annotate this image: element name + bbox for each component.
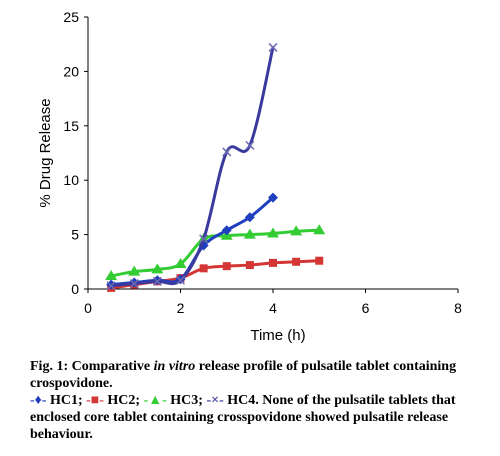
data-point-hc4 [245, 140, 255, 150]
data-point-hc2 [199, 264, 208, 273]
x-tick-label: 4 [269, 300, 277, 316]
y-tick-label: 20 [63, 63, 79, 79]
data-point-hc3 [313, 224, 326, 235]
chart-area: 0 5 10 15 20 25 0 2 4 6 8 Time (h) % Drug Release [37, 9, 462, 344]
data-point-hc2 [292, 257, 301, 266]
figure-caption: Fig. 1: Comparative in vitro release pro… [30, 358, 492, 443]
data-point-hc3 [267, 227, 279, 238]
data-point-hc4 [152, 276, 162, 286]
data-point-hc4 [268, 42, 278, 52]
y-tick-label: 15 [63, 118, 79, 134]
y-tick-label: 10 [63, 172, 79, 188]
legend-hc4-symbol: -×- [206, 393, 224, 408]
x-tick-label: 0 [84, 300, 92, 316]
figure-legend: -♦- HC1; -■- HC2; -▲- HC3; -×- HC4. None… [30, 392, 492, 443]
x-axis-title: Time (h) [250, 327, 305, 344]
data-point-hc1 [221, 225, 232, 236]
data-point-hc4 [175, 275, 186, 285]
data-point-hc2 [245, 261, 254, 270]
y-tick-label: 25 [63, 9, 79, 25]
data-point-hc2 [315, 256, 324, 265]
y-axis-title: % Drug Release [37, 98, 54, 207]
data-point-hc4 [222, 147, 232, 157]
caption-note: None of the pulsatile tablets that enclo… [30, 393, 456, 442]
legend-hc3-label: HC3; [166, 393, 207, 408]
legend-hc4-label: HC4. [223, 393, 259, 408]
data-point-hc3 [290, 225, 303, 236]
y-tick-label: 0 [71, 281, 79, 297]
figure-title-prefix: Fig. 1: Comparative [30, 359, 154, 374]
y-tick-label: 5 [71, 227, 79, 243]
figure-title-italic: in vitro [153, 359, 196, 374]
legend-hc1-symbol: -♦- [30, 393, 47, 408]
data-point-hc3 [151, 263, 164, 274]
data-point-hc3 [174, 257, 187, 268]
data-point-hc4 [199, 234, 209, 244]
x-tick-label: 6 [362, 300, 370, 316]
legend-hc2-label: HC2; [103, 393, 144, 408]
data-point-hc4 [129, 279, 139, 289]
data-point-hc3 [128, 265, 141, 276]
data-point-hc1 [244, 212, 255, 223]
x-tick-label: 8 [454, 300, 462, 316]
data-point-hc1 [268, 192, 278, 203]
figure-title: Fig. 1: Comparative in vitro release pro… [30, 358, 492, 392]
legend-hc1-label: HC1; [46, 393, 87, 408]
release-profile-chart: 0 5 10 15 20 25 0 2 4 6 8 Time (h) % Drug Release [37, 9, 462, 344]
data-point-hc4 [106, 281, 116, 291]
legend-hc3-symbol: -▲- [143, 393, 167, 408]
data-point-hc2 [222, 262, 231, 271]
data-point-hc3 [243, 228, 256, 239]
figure-title-rest: release profile of pulsatile tablet cont… [30, 359, 457, 391]
legend-hc2-symbol: -■- [86, 393, 104, 408]
x-tick-label: 2 [177, 300, 185, 316]
data-point-hc3 [105, 269, 118, 280]
data-point-hc2 [269, 258, 277, 267]
